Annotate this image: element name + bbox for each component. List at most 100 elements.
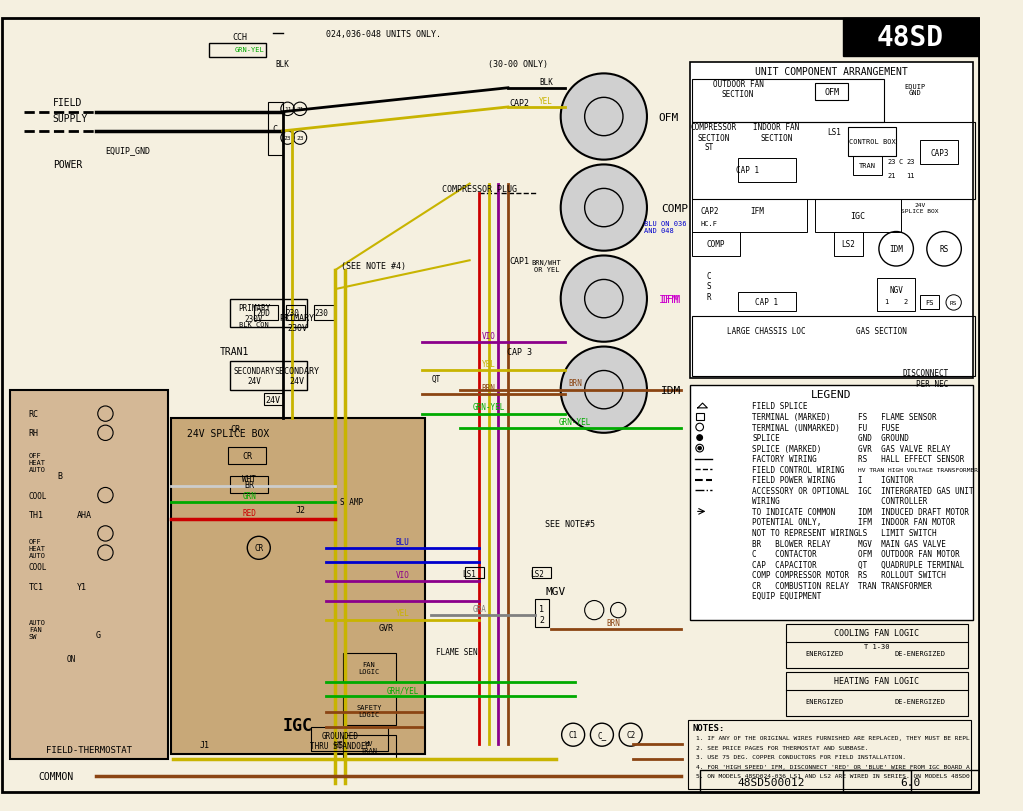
Text: OFM: OFM [825,88,840,97]
Text: IDM: IDM [661,385,681,395]
Circle shape [561,75,647,161]
Text: SPLICE: SPLICE [752,434,781,443]
Text: C
S
R: C S R [707,272,712,301]
Text: COMPRESSOR PLUG: COMPRESSOR PLUG [442,185,517,194]
Text: CAP2: CAP2 [509,98,530,108]
Bar [700,770,979,792]
Text: UNIT COMPONENT ARRANGEMENT: UNIT COMPONENT ARRANGEMENT [755,67,907,77]
Text: BLU: BLU [396,537,409,546]
Text: BR   BLOWER RELAY: BR BLOWER RELAY [752,539,831,548]
Text: SAFETY
LOGIC: SAFETY LOGIC [356,705,382,718]
Text: BR: BR [244,480,254,490]
Text: FIELD: FIELD [53,98,82,108]
Text: OUTDOOR FAN
SECTION: OUTDOOR FAN SECTION [713,80,763,99]
Text: NOT TO REPRESENT WIRING: NOT TO REPRESENT WIRING [752,528,858,538]
Text: COOL: COOL [29,491,47,500]
Text: GRN: GRN [242,491,256,500]
Text: PRIMARY
230V: PRIMARY 230V [279,314,315,333]
Text: COMP COMPRESSOR MOTOR: COMP COMPRESSOR MOTOR [752,570,849,579]
Text: CR: CR [242,452,253,461]
Bar [920,141,959,165]
Text: J1: J1 [199,740,210,749]
Bar [311,727,388,751]
Text: FIELD SPLICE: FIELD SPLICE [752,402,808,411]
Bar [285,306,305,320]
Text: 024,036-048 UNITS ONLY.: 024,036-048 UNITS ONLY. [326,29,441,39]
Text: RC: RC [29,410,39,418]
Text: FS: FS [926,300,934,306]
Text: LS   LIMIT SWITCH: LS LIMIT SWITCH [858,528,936,538]
Text: S AMP: S AMP [341,498,363,507]
Text: 21: 21 [297,107,304,112]
Text: LEGEND: LEGEND [811,390,852,400]
Text: OFF
HEAT
AUTO: OFF HEAT AUTO [29,539,46,558]
Bar [343,654,396,682]
Text: I    IGNITOR: I IGNITOR [858,476,914,485]
Text: COOLING FAN LOGIC: COOLING FAN LOGIC [835,628,920,637]
Text: 1. IF ANY OF THE ORIGINAL WIRES FURNISHED ARE REPLACED, THEY MUST BE REPL: 1. IF ANY OF THE ORIGINAL WIRES FURNISHE… [696,736,970,740]
Text: 1: 1 [539,604,544,613]
Text: GRN-YEL: GRN-YEL [559,418,591,427]
Bar [314,306,333,320]
Text: 23: 23 [906,158,915,165]
Text: 21: 21 [887,173,895,178]
Bar [343,697,396,725]
Text: RED: RED [242,508,256,517]
Circle shape [697,436,703,441]
Bar [230,476,268,494]
Text: 230: 230 [314,309,328,318]
Text: SPLICE (MARKED): SPLICE (MARKED) [752,444,821,453]
Text: FIELD-THERMOSTAT: FIELD-THERMOSTAT [46,744,132,753]
Bar [853,157,882,176]
Bar [696,413,704,421]
Text: IDM  INDUCED DRAFT MOTOR: IDM INDUCED DRAFT MOTOR [858,507,969,517]
Text: AHA: AHA [77,510,92,519]
Bar [738,293,796,311]
Bar [254,306,278,320]
Text: MGV: MGV [546,586,566,596]
Text: BRN/WHT
OR YEL: BRN/WHT OR YEL [531,260,562,272]
Text: GRN-YEL: GRN-YEL [235,47,265,54]
Bar [843,770,910,792]
Bar [691,385,973,620]
Text: CAP 1: CAP 1 [755,298,779,307]
Text: C    CONTACTOR: C CONTACTOR [752,549,817,558]
Text: FACTORY WIRING: FACTORY WIRING [752,455,817,464]
Text: RS: RS [950,301,958,306]
Text: RS   HALL EFFECT SENSOR: RS HALL EFFECT SENSOR [858,455,965,464]
Text: C1: C1 [569,731,578,740]
Text: (SEE NOTE #4): (SEE NOTE #4) [342,261,406,270]
Bar [230,362,307,390]
Text: TC1: TC1 [29,582,44,591]
Bar [692,200,807,234]
Text: CR: CR [230,424,240,433]
Text: CAP1: CAP1 [509,256,530,265]
Text: C: C [272,126,277,135]
Circle shape [698,447,702,450]
Text: 48SD: 48SD [877,24,944,52]
Text: 24V: 24V [266,395,280,404]
Text: LARGE CHASSIS LOC: LARGE CHASSIS LOC [727,326,806,335]
Text: TRAN: TRAN [859,163,876,169]
Text: OFM: OFM [659,113,678,122]
Text: (30-00 ONLY): (30-00 ONLY) [488,60,547,69]
Text: CAP 3: CAP 3 [507,347,532,356]
Text: CAP2: CAP2 [700,207,718,216]
Text: HC.F: HC.F [701,221,718,226]
Text: EQUIP
GND: EQUIP GND [904,83,926,96]
Text: IGC: IGC [282,716,313,734]
Bar [843,19,979,57]
Text: 11: 11 [283,107,292,112]
Text: C_: C_ [597,731,607,740]
Text: CCH: CCH [232,33,248,42]
Text: GVR: GVR [379,623,394,632]
Text: FU   FUSE: FU FUSE [858,423,899,432]
Bar [230,299,307,328]
Text: LS2: LS2 [530,569,543,578]
Text: CAP 1: CAP 1 [736,165,759,174]
Text: IGC: IGC [850,212,865,221]
Text: DE-ENERGIZED: DE-ENERGIZED [895,698,945,704]
Text: CAP3: CAP3 [930,149,948,158]
Text: GAS SECTION: GAS SECTION [856,326,907,335]
Circle shape [561,256,647,342]
